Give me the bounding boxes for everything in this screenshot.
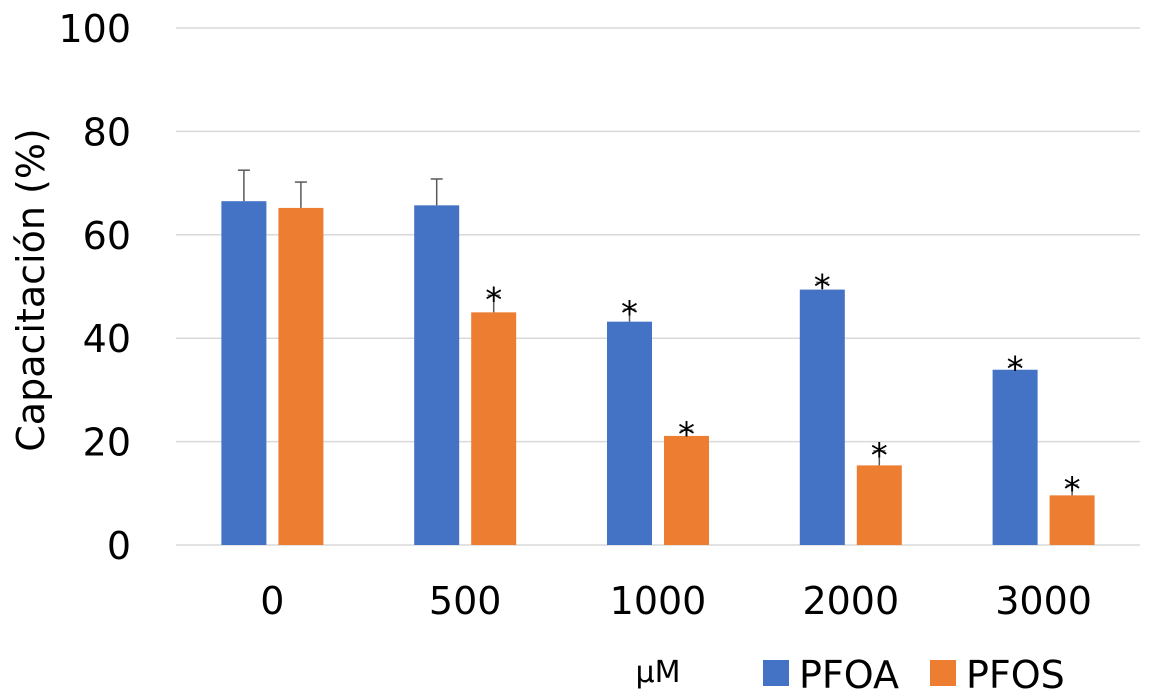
bar-pfoa-2000 bbox=[799, 289, 845, 545]
y-tick-label: 40 bbox=[83, 317, 131, 361]
bar-pfoa-3000 bbox=[992, 369, 1038, 545]
bar-pfoa-500 bbox=[414, 205, 460, 545]
significance-marker: * bbox=[678, 415, 695, 455]
significance-marker: * bbox=[814, 267, 831, 307]
significance-marker: * bbox=[1007, 350, 1024, 390]
bar-pfoa-0 bbox=[221, 201, 267, 545]
significance-marker: * bbox=[485, 280, 502, 320]
x-tick-label: 0 bbox=[260, 579, 284, 623]
bar-pfoa-1000 bbox=[607, 321, 652, 545]
x-tick-label: 1000 bbox=[610, 579, 707, 623]
bar-pfos-2000 bbox=[856, 465, 902, 545]
legend: PFOA PFOS bbox=[763, 653, 1065, 694]
significance-marker: * bbox=[621, 294, 638, 334]
y-axis-label: Capacitación (%) bbox=[9, 128, 53, 451]
legend-swatch-pfoa bbox=[763, 660, 789, 686]
x-tick-label: 500 bbox=[429, 579, 502, 623]
y-tick-label: 100 bbox=[58, 7, 131, 51]
legend-label-pfos: PFOS bbox=[966, 653, 1065, 694]
bar-pfos-3000 bbox=[1049, 495, 1095, 545]
x-tick-label: 2000 bbox=[802, 579, 899, 623]
bar-pfos-500 bbox=[471, 312, 517, 545]
y-tick-label: 0 bbox=[107, 524, 131, 568]
y-tick-label: 20 bbox=[83, 421, 131, 465]
bar-pfos-1000 bbox=[664, 435, 709, 545]
y-tick-label: 80 bbox=[83, 110, 131, 154]
gridlines bbox=[176, 27, 1140, 546]
bar-pfos-0 bbox=[278, 207, 324, 545]
legend-label-pfoa: PFOA bbox=[799, 653, 899, 694]
x-axis-ticks: 0 500 1000 2000 3000 bbox=[260, 579, 1092, 623]
y-axis-ticks: 0 20 40 60 80 100 bbox=[58, 7, 131, 568]
x-axis-unit: μM bbox=[636, 655, 681, 690]
x-tick-label: 3000 bbox=[995, 579, 1092, 623]
legend-swatch-pfos bbox=[930, 660, 956, 686]
significance-marker: * bbox=[1064, 470, 1081, 510]
bars: * * * * * * * bbox=[221, 169, 1095, 545]
y-tick-label: 60 bbox=[83, 214, 131, 258]
significance-marker: * bbox=[871, 436, 888, 476]
